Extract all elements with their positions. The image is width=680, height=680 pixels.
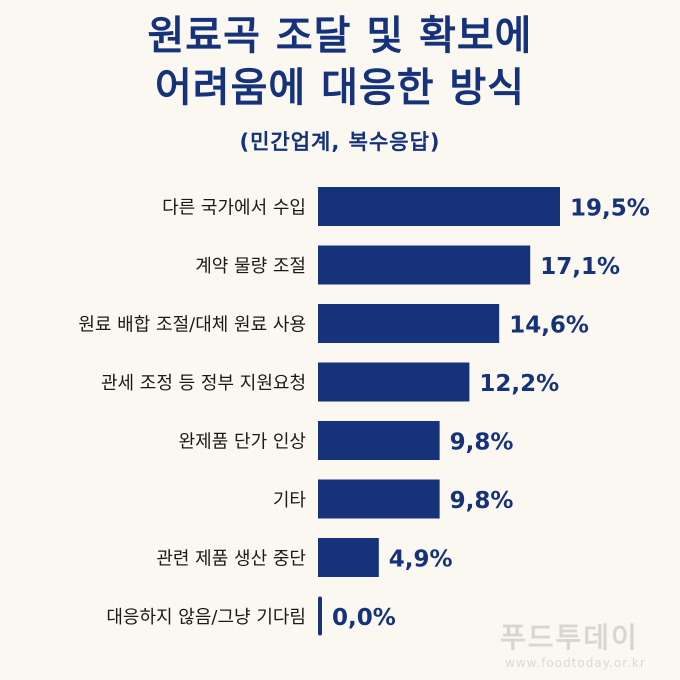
category-label: 원료 배합 조절/대체 원료 사용	[78, 315, 306, 336]
watermark-logo: 푸드투데이	[500, 621, 639, 654]
bar	[318, 245, 531, 285]
bar	[318, 538, 379, 577]
chart-subtitle: (민간업계, 복수응답)	[239, 130, 441, 154]
category-label: 관세 조정 등 정부 지원요청	[101, 373, 306, 394]
category-label: 다른 국가에서 수입	[162, 198, 306, 219]
category-label: 완제품 단가 인상	[179, 432, 306, 453]
chart-title-line-2: 어려움에 대응한 방식	[154, 65, 526, 111]
value-label: 19,5%	[570, 196, 650, 222]
value-label: 0,0%	[332, 605, 396, 631]
watermark-url: www.foodtoday.or.kr	[505, 656, 646, 670]
value-label: 9,8%	[450, 488, 514, 514]
value-label: 4,9%	[389, 547, 453, 573]
bar	[318, 479, 440, 519]
category-label: 기타	[273, 490, 307, 511]
bar	[318, 596, 322, 636]
value-label: 17,1%	[540, 254, 620, 280]
category-label: 계약 물량 조절	[195, 256, 306, 277]
bar	[318, 187, 560, 226]
bar	[318, 421, 440, 460]
category-label: 대응하지 않음/그냥 기다림	[106, 607, 306, 628]
bar	[318, 362, 470, 402]
value-label: 9,8%	[450, 430, 514, 456]
value-label: 12,2%	[479, 371, 559, 397]
value-label: 14,6%	[509, 313, 589, 339]
chart-title-line-1: 원료곡 조달 및 확보에	[147, 13, 533, 59]
bar	[318, 304, 500, 343]
category-label: 관련 제품 생산 중단	[156, 549, 306, 570]
